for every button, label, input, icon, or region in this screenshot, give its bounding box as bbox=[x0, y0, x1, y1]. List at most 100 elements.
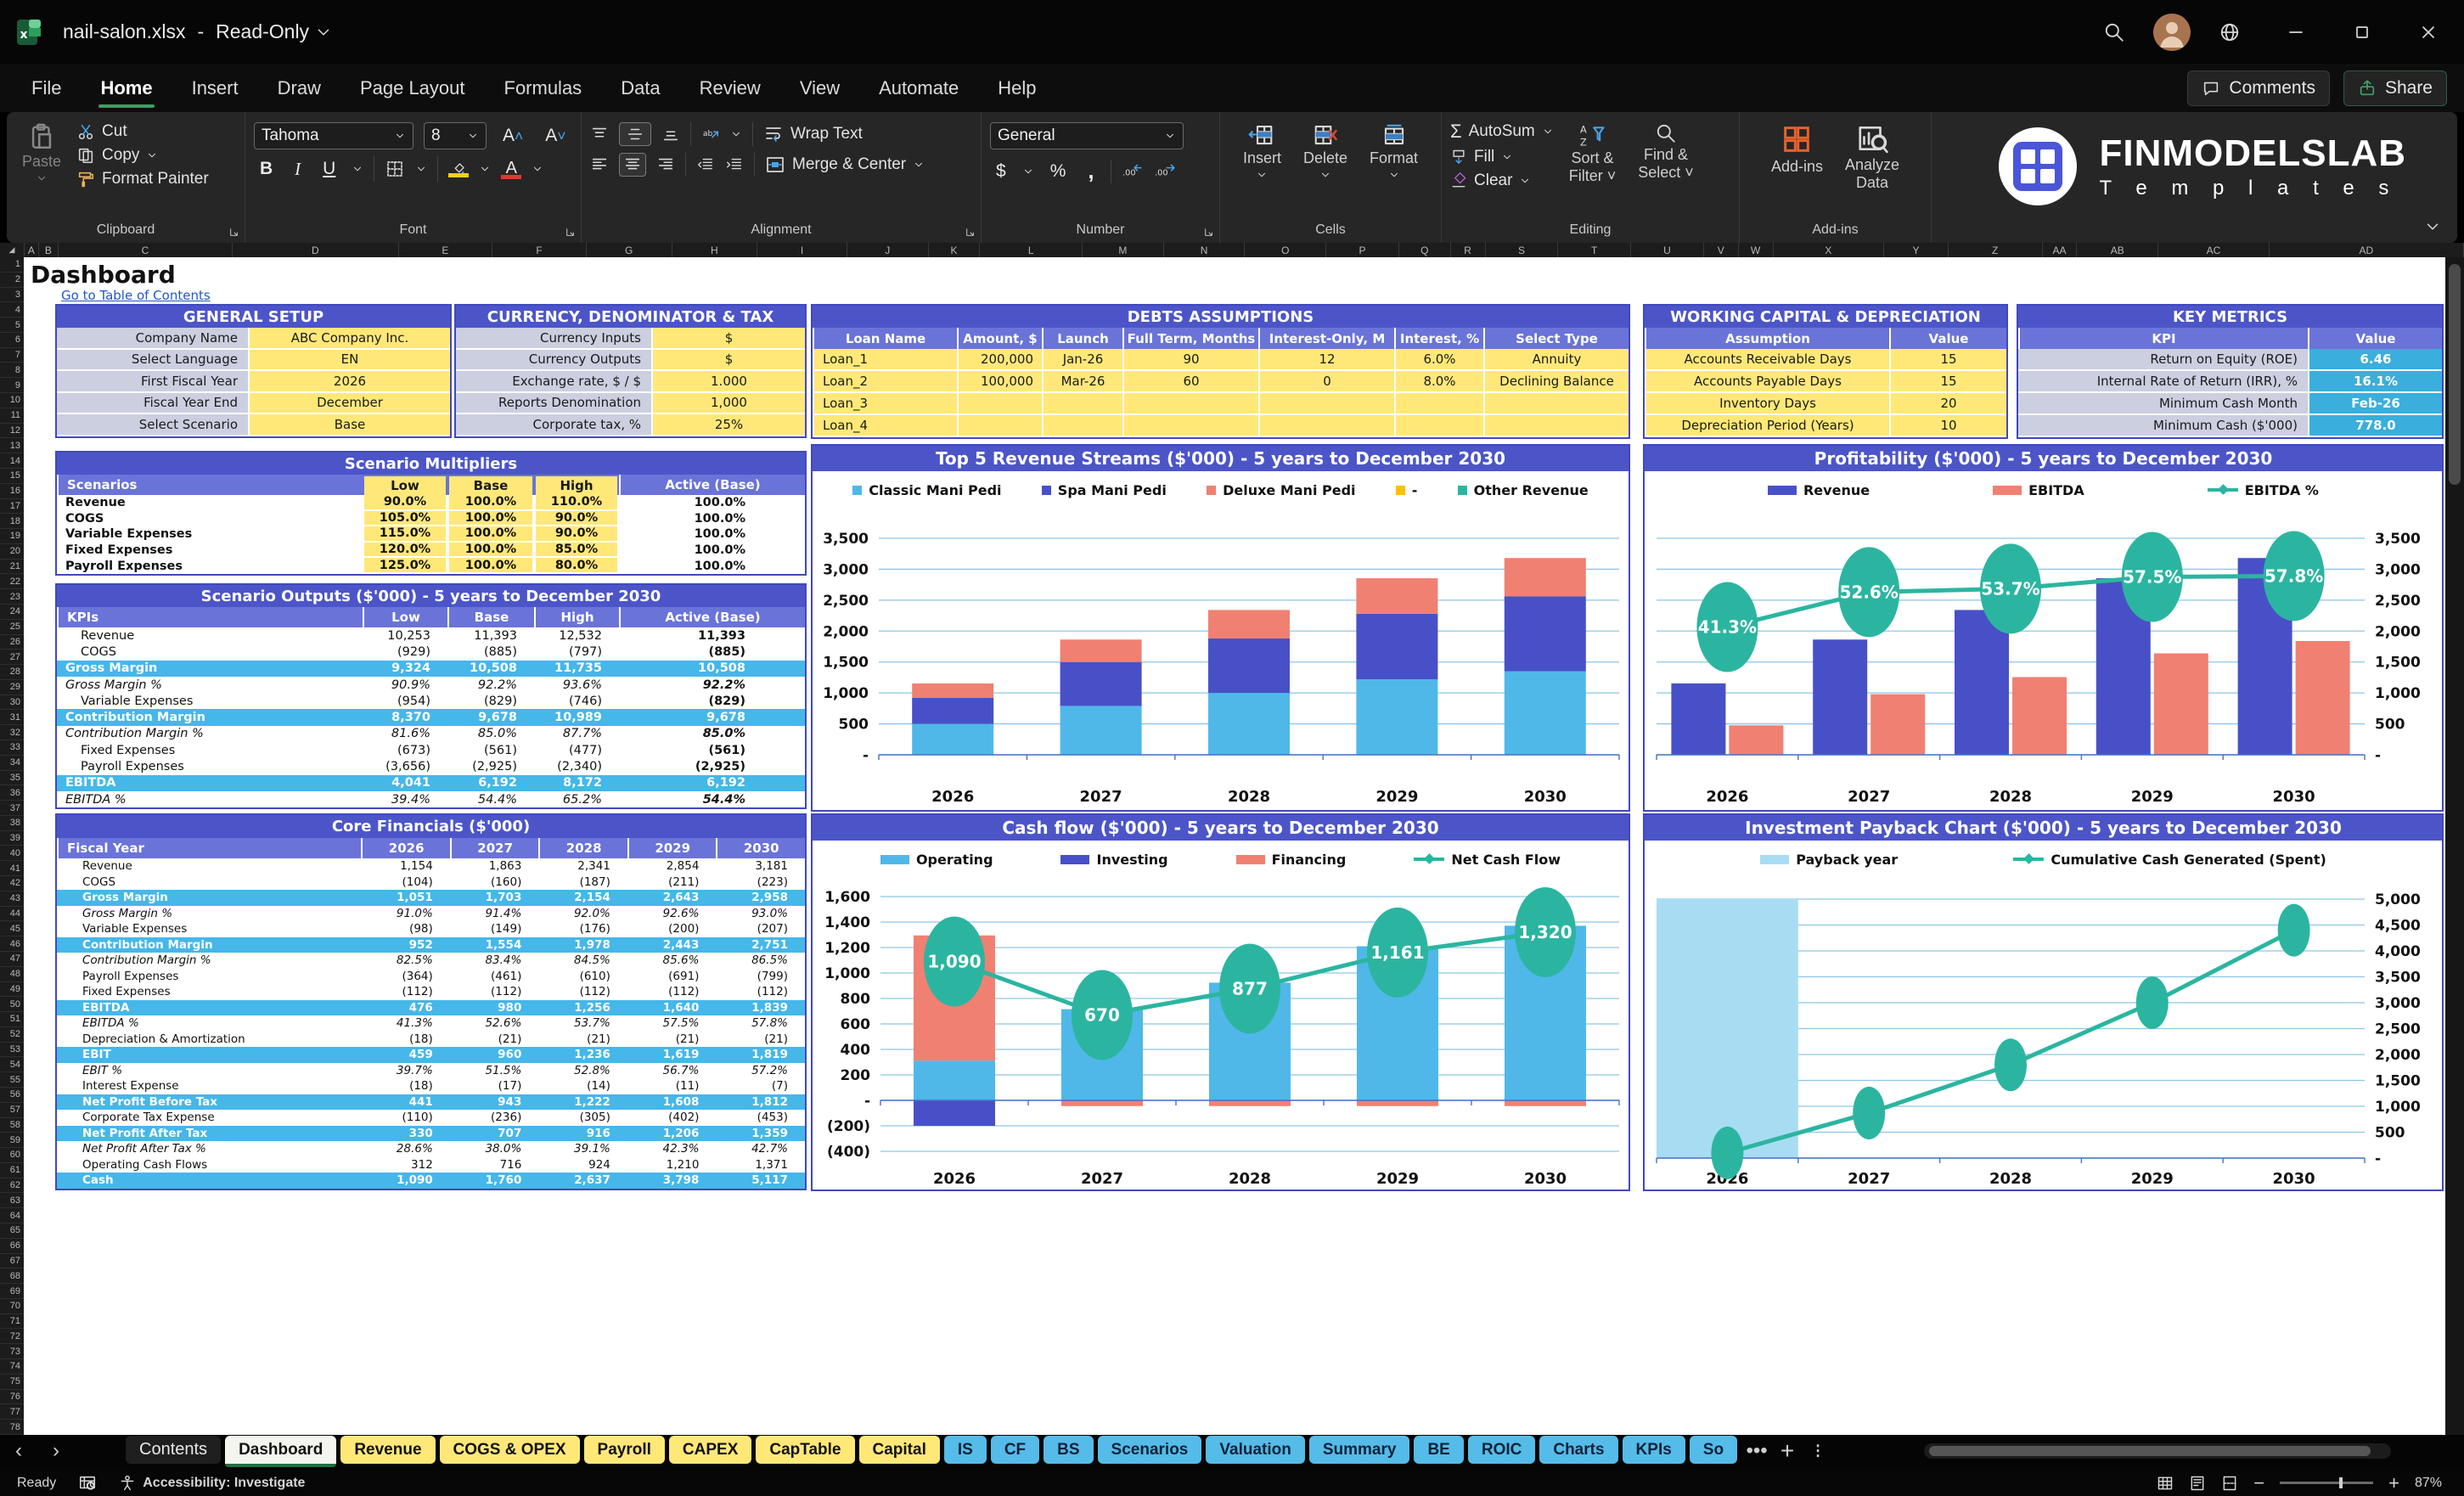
core-financials-value[interactable]: 1,359 bbox=[751, 1126, 788, 1140]
column-header-AC[interactable]: AC bbox=[2158, 243, 2270, 257]
scenario-multipliers-value[interactable]: 90.0% bbox=[534, 526, 619, 543]
scenario-outputs-row-label[interactable]: Revenue bbox=[81, 628, 135, 643]
row-header-58[interactable]: 58 bbox=[0, 1118, 24, 1133]
toc-link[interactable]: Go to Table of Contents bbox=[61, 288, 211, 303]
debts-assumptions-col-header[interactable]: Select Type bbox=[1483, 328, 1629, 349]
working-capital-depreciation-cell[interactable]: Inventory Days bbox=[1645, 393, 1889, 415]
core-financials-value[interactable]: 707 bbox=[498, 1126, 522, 1140]
bar-ebitda[interactable] bbox=[1871, 694, 1926, 755]
scenario-outputs-value[interactable]: (746) bbox=[569, 694, 602, 708]
bar-ebitda[interactable] bbox=[2012, 677, 2067, 755]
core-financials-value[interactable]: (364) bbox=[402, 969, 433, 983]
addins-button[interactable]: Add-ins bbox=[1764, 119, 1830, 179]
font-dialog-launcher-icon[interactable] bbox=[565, 227, 576, 238]
core-financials-value[interactable]: 92.6% bbox=[662, 906, 700, 920]
sheet-tab-cf[interactable]: CF bbox=[990, 1436, 1040, 1464]
scenario-outputs-value[interactable]: 4,041 bbox=[391, 776, 430, 790]
fill-color-button[interactable] bbox=[448, 161, 470, 177]
sheet-tab-payroll[interactable]: Payroll bbox=[583, 1436, 665, 1464]
debts-assumptions-cell[interactable] bbox=[1394, 393, 1483, 415]
ribbon-tab-review[interactable]: Review bbox=[699, 76, 761, 98]
core-financials-value[interactable]: 2,958 bbox=[751, 891, 788, 905]
percent-format-button[interactable]: % bbox=[1049, 160, 1066, 181]
core-financials-row-label[interactable]: Contribution Margin % bbox=[82, 953, 211, 968]
scenario-outputs-value[interactable]: 10,508 bbox=[470, 661, 517, 676]
bar-segment-classic-mani-pedi[interactable] bbox=[1504, 671, 1586, 755]
sheet-tab-valuation[interactable]: Valuation bbox=[1206, 1436, 1305, 1464]
core-financials-value[interactable]: 2,854 bbox=[666, 859, 700, 874]
column-header-O[interactable]: O bbox=[1245, 243, 1327, 257]
bar-ebitda[interactable] bbox=[1729, 725, 1784, 755]
bar-segment-financing[interactable] bbox=[1209, 1100, 1291, 1106]
row-header-25[interactable]: 25 bbox=[0, 620, 24, 635]
core-financials-value[interactable]: (207) bbox=[757, 922, 788, 936]
row-header-3[interactable]: 3 bbox=[0, 288, 24, 303]
bar-segment-spa-mani-pedi[interactable] bbox=[1208, 638, 1290, 694]
scenario-outputs-value[interactable]: 8,172 bbox=[563, 776, 602, 790]
ribbon-tab-draw[interactable]: Draw bbox=[277, 76, 321, 98]
scenario-outputs-value[interactable]: (829) bbox=[484, 694, 517, 708]
orientation-icon[interactable]: ab bbox=[701, 125, 720, 143]
chart-investment-payback-legend-item[interactable]: Cumulative Cash Generated (Spent) bbox=[2013, 852, 2326, 868]
row-header-9[interactable]: 9 bbox=[0, 378, 24, 394]
sheet-tab-so[interactable]: So bbox=[1689, 1436, 1738, 1464]
row-header-38[interactable]: 38 bbox=[0, 816, 24, 831]
debts-assumptions-col-header[interactable]: Launch bbox=[1042, 328, 1122, 349]
core-financials-value[interactable]: (18) bbox=[409, 1079, 433, 1094]
core-financials-row-label[interactable]: Depreciation & Amortization bbox=[82, 1032, 245, 1046]
scenario-multipliers-col-header[interactable]: Scenarios bbox=[57, 475, 363, 495]
scenario-multipliers-value[interactable]: 90.0% bbox=[534, 510, 619, 527]
core-financials-value[interactable]: 1,619 bbox=[662, 1048, 700, 1062]
debts-assumptions-col-header[interactable]: Amount, $ bbox=[957, 328, 1042, 349]
line-marker[interactable] bbox=[1853, 1086, 1886, 1139]
core-financials-value[interactable]: 459 bbox=[408, 1048, 433, 1062]
debts-assumptions-cell[interactable] bbox=[1258, 393, 1394, 415]
core-financials-value[interactable]: 2,751 bbox=[751, 937, 788, 952]
scenario-multipliers-value[interactable]: 110.0% bbox=[534, 495, 619, 511]
scenario-outputs-col-header[interactable]: Active (Base) bbox=[619, 607, 805, 627]
clear-button[interactable]: Clear bbox=[1450, 172, 1554, 190]
sheet-tab-capex[interactable]: CAPEX bbox=[668, 1436, 752, 1464]
next-sheet-button[interactable]: › bbox=[53, 1439, 59, 1462]
row-header-18[interactable]: 18 bbox=[0, 514, 24, 530]
row-header-37[interactable]: 37 bbox=[0, 801, 24, 816]
bar-segment-deluxe-mani-pedi[interactable] bbox=[1208, 610, 1290, 639]
core-financials-row-label[interactable]: Net Profit After Tax % bbox=[82, 1142, 206, 1156]
sheet-menu-button[interactable]: ⁝ bbox=[1814, 1439, 1821, 1463]
general-setup-value[interactable]: EN bbox=[248, 349, 450, 371]
core-financials-value[interactable]: 57.5% bbox=[662, 1016, 700, 1031]
comma-format-button[interactable]: , bbox=[1088, 158, 1094, 183]
core-financials-value[interactable]: 1,978 bbox=[574, 937, 610, 952]
core-financials-value[interactable]: (21) bbox=[675, 1032, 700, 1046]
sheet-tab-revenue[interactable]: Revenue bbox=[340, 1436, 436, 1464]
core-financials-value[interactable]: (112) bbox=[491, 985, 522, 999]
row-header-46[interactable]: 46 bbox=[0, 936, 24, 952]
scenario-multipliers-row-label[interactable]: Fixed Expenses bbox=[65, 543, 173, 558]
bar-segment-classic-mani-pedi[interactable] bbox=[1208, 693, 1290, 755]
scenario-multipliers-value[interactable]: 100.0% bbox=[694, 559, 745, 573]
scenario-outputs-row-label[interactable]: COGS bbox=[81, 644, 116, 659]
working-capital-depreciation-cell[interactable]: 15 bbox=[1889, 349, 2006, 371]
core-financials-value[interactable]: 3,181 bbox=[755, 859, 788, 874]
line-marker[interactable] bbox=[1994, 1038, 2027, 1092]
debts-assumptions-cell[interactable]: 6.0% bbox=[1394, 349, 1483, 371]
scenario-outputs-value[interactable]: 54.4% bbox=[477, 792, 517, 807]
scenario-multipliers-value[interactable]: 100.0% bbox=[694, 527, 745, 542]
row-header-16[interactable]: 16 bbox=[0, 484, 24, 499]
scenario-multipliers-value[interactable]: 115.0% bbox=[363, 526, 447, 543]
column-header-R[interactable]: R bbox=[1451, 243, 1486, 257]
debts-assumptions-cell[interactable] bbox=[1122, 393, 1258, 415]
working-capital-depreciation-cell[interactable]: 15 bbox=[1889, 371, 2006, 393]
core-financials-value[interactable]: 3,798 bbox=[662, 1173, 700, 1188]
row-header-64[interactable]: 64 bbox=[0, 1208, 24, 1223]
core-financials-value[interactable]: (11) bbox=[675, 1079, 700, 1094]
scenario-multipliers-row-label[interactable]: COGS bbox=[65, 511, 104, 526]
column-header-AD[interactable]: AD bbox=[2270, 243, 2464, 257]
payback-area[interactable] bbox=[1657, 899, 1798, 1158]
scenario-outputs-value[interactable]: 10,508 bbox=[698, 661, 745, 676]
scenario-multipliers-value[interactable]: 100.0% bbox=[694, 496, 745, 510]
working-capital-depreciation-cell[interactable]: 20 bbox=[1889, 393, 2006, 415]
sheet-tab-charts[interactable]: Charts bbox=[1539, 1436, 1618, 1464]
currency-format-button[interactable]: $ bbox=[996, 160, 1006, 181]
line-marker[interactable] bbox=[2121, 531, 2183, 622]
